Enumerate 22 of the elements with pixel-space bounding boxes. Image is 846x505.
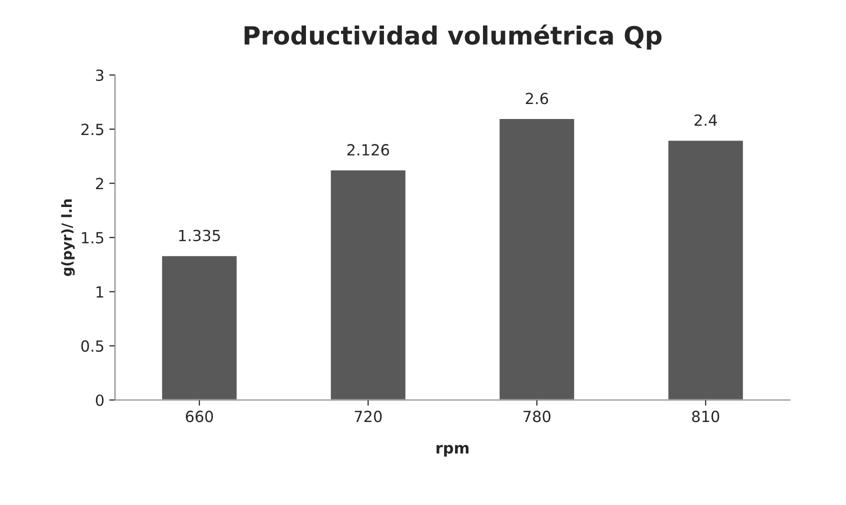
y-tick-label: 2 — [96, 178, 104, 190]
x-tick-label: 780 — [524, 410, 550, 422]
x-tick-label: 660 — [186, 410, 213, 422]
bar — [329, 168, 407, 400]
data-label: 2.6 — [526, 92, 548, 104]
y-tick-label: 1 — [96, 286, 104, 298]
y-tick-label: 0.5 — [81, 340, 104, 352]
y-axis-title: g(pyr)/ l.h — [61, 199, 75, 276]
bar — [666, 139, 744, 400]
data-label: 1.335 — [179, 230, 220, 242]
y-tick-label: 2.5 — [81, 124, 104, 136]
x-tick-label: 810 — [692, 410, 720, 422]
bar — [498, 118, 576, 400]
x-axis-title: rpm — [436, 444, 468, 457]
y-tick-label: 3 — [96, 69, 104, 82]
y-tick-label: 0 — [96, 394, 104, 406]
x-tick-label: 720 — [354, 410, 382, 422]
data-label: 2.126 — [347, 144, 390, 156]
chart-title: Productividad volumétrica Qp — [244, 24, 662, 50]
bar — [160, 254, 238, 400]
y-tick-label: 1.5 — [82, 232, 104, 244]
data-label: 2.4 — [694, 114, 717, 126]
